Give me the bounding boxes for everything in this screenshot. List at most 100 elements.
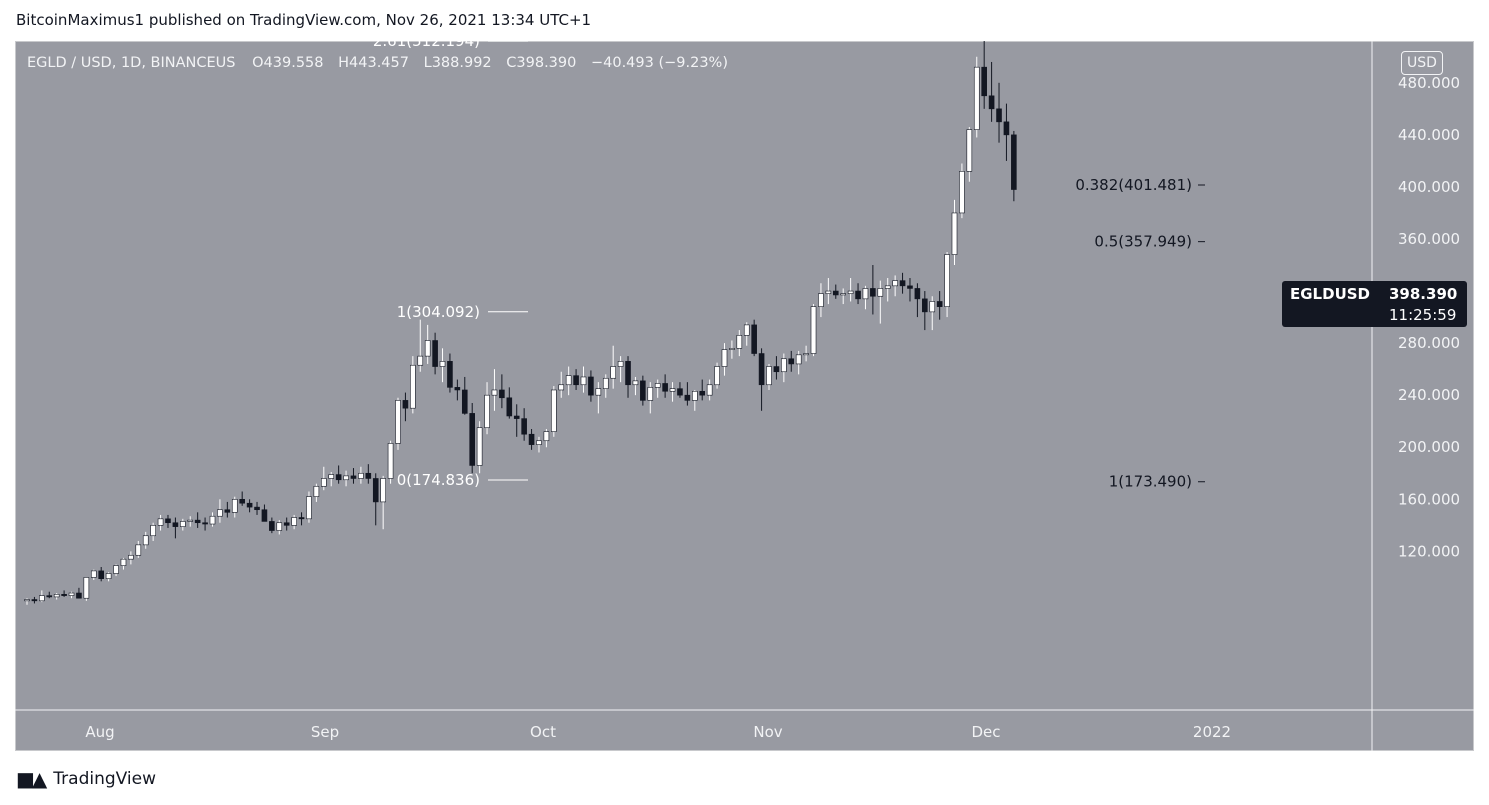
price-tag-timer: 11:25:59 (1389, 306, 1457, 324)
candle-body (884, 285, 891, 289)
candle (966, 127, 973, 182)
candle-body (469, 413, 476, 466)
candle (1011, 130, 1017, 202)
candle-body (499, 389, 505, 399)
candle-body (53, 594, 60, 598)
candle-body (699, 390, 706, 396)
candle-body (276, 522, 283, 531)
symbol-legend: EGLD / USD, 1D, BINANCEUS O439.558 H443.… (27, 55, 728, 71)
fib-left-label: 1(304.092) (397, 303, 480, 321)
candle-body (335, 474, 342, 481)
candle (105, 572, 112, 582)
candle-body (669, 388, 676, 392)
candle (706, 379, 713, 401)
candle-body (565, 375, 572, 386)
candle-body (870, 288, 876, 297)
candle-body (810, 306, 817, 354)
candle-body (691, 390, 698, 401)
candle (973, 56, 980, 138)
candle-body (328, 474, 335, 479)
candle-body (424, 340, 431, 357)
candle (662, 374, 668, 398)
candle-body (959, 171, 965, 214)
candle-body (558, 384, 565, 391)
chart-area[interactable] (15, 41, 1474, 751)
candle (380, 475, 386, 530)
close-label: C (506, 55, 517, 71)
candle (135, 540, 142, 558)
candle (291, 514, 297, 530)
close-value: 398.390 (516, 55, 577, 71)
candle-body (825, 290, 832, 294)
candle (439, 348, 446, 383)
time-tick-label: 2022 (1193, 723, 1231, 741)
candle-body (298, 517, 305, 520)
candle-body (981, 66, 987, 97)
candle-body (254, 506, 260, 511)
candle-body (90, 570, 97, 578)
candle (751, 319, 757, 357)
candle-body (395, 400, 401, 444)
candle (528, 429, 535, 450)
candle (743, 322, 750, 346)
candle (402, 392, 409, 422)
fib-right-label: 0.382(401.481) (1075, 176, 1192, 194)
candle (231, 496, 238, 518)
candle (721, 343, 728, 376)
candle (417, 319, 424, 372)
time-axis[interactable]: Aug Sep Oct Nov Dec 2022 (85, 723, 1231, 741)
candle-body (736, 335, 743, 349)
candle (372, 473, 379, 526)
candle (209, 512, 216, 527)
candle-body (224, 509, 231, 513)
candle (513, 404, 520, 437)
candle (410, 356, 416, 414)
currency-badge[interactable]: USD (1401, 51, 1443, 75)
candle (944, 252, 950, 318)
candle (640, 375, 646, 406)
candle-body (944, 254, 950, 307)
candle-body (1003, 121, 1010, 136)
candle-body (751, 324, 757, 354)
candle-body (432, 340, 438, 367)
candle (239, 491, 245, 506)
candle-body (365, 472, 372, 479)
candle-body (973, 66, 980, 130)
candle-body (180, 521, 186, 527)
tradingview-brand[interactable]: ■▲ TradingView (16, 767, 156, 791)
price-tick-label: 480.000 (1398, 74, 1460, 92)
candle-body (922, 298, 928, 313)
candle (729, 340, 735, 359)
candle-body (936, 301, 943, 307)
candle (68, 591, 75, 599)
candle-body (128, 554, 134, 560)
change-value: −40.493 (−9.23%) (590, 55, 728, 71)
candle (328, 471, 335, 487)
candle (180, 518, 186, 531)
candle (884, 278, 891, 302)
symbol-label[interactable]: EGLD / USD, 1D, BINANCEUS (27, 55, 236, 71)
candle (31, 596, 38, 604)
candle-body (929, 301, 936, 313)
price-tick-label: 360.000 (1398, 230, 1460, 248)
candle-body (862, 288, 869, 300)
candle (988, 61, 995, 122)
candle (90, 569, 97, 581)
candle-body (380, 478, 386, 503)
candle (447, 353, 453, 393)
candle-body (714, 366, 720, 386)
candle (335, 465, 342, 484)
candle (476, 421, 483, 474)
candle-body (766, 366, 772, 386)
candle-body (350, 475, 357, 479)
candle (580, 366, 587, 393)
high-value: 443.457 (349, 55, 409, 71)
candlestick-chart[interactable]: 2.61(512.194)1(304.092)0(174.836)0(542.4… (15, 41, 1474, 751)
candle (803, 345, 809, 362)
candle-body (951, 212, 958, 255)
candle (840, 288, 847, 305)
candle-body (447, 361, 453, 388)
candle (142, 531, 149, 549)
candle-body (996, 108, 1002, 123)
candle (907, 278, 913, 302)
